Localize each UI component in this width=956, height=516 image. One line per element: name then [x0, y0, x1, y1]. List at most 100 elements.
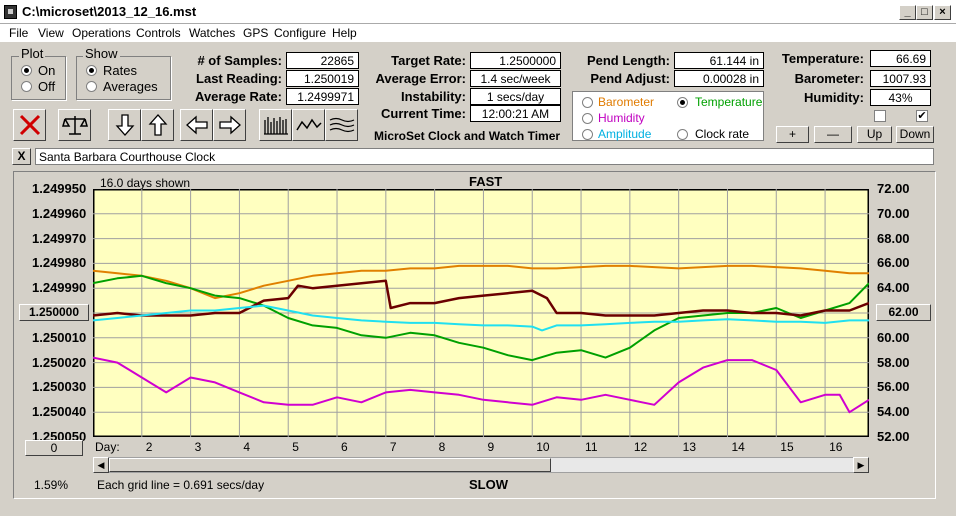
multiwave-button[interactable]: [325, 109, 358, 141]
barometer-value: 1007.93: [870, 70, 931, 87]
y-tick-label-right: 52.00: [877, 429, 910, 444]
instability-value: 1 secs/day: [470, 88, 561, 105]
menu-gps[interactable]: GPS: [243, 26, 269, 40]
y-tick-label-left: 1.250040: [32, 404, 87, 420]
center-rate-button[interactable]: 1.250000: [19, 304, 89, 321]
plot-off-radio[interactable]: [21, 81, 32, 92]
arrow-right-icon: [218, 115, 241, 135]
minimize-button[interactable]: _: [899, 5, 916, 20]
maximize-button[interactable]: □: [916, 5, 933, 20]
y-tick-label-left: 1.250030: [32, 379, 87, 395]
plot-on-label: On: [38, 63, 56, 78]
menu-operations[interactable]: Operations: [72, 26, 131, 40]
barometer-radio[interactable]: [582, 97, 593, 108]
clock-rate-radio[interactable]: [677, 129, 688, 140]
menu-file[interactable]: File: [9, 26, 29, 40]
y-tick-label-right: 54.00: [877, 404, 910, 420]
x-tick-label: 3: [194, 440, 202, 454]
y-tick-label-left: 1.249980: [32, 255, 87, 271]
slow-label: SLOW: [469, 477, 508, 492]
clear-clock-name-button[interactable]: X: [12, 148, 31, 165]
arrow-down-icon: [115, 114, 134, 136]
title-bar: C:\microset\2013_12_16.mst _ □ ×: [0, 0, 956, 24]
plot-off-label: Off: [38, 79, 56, 94]
window-title: C:\microset\2013_12_16.mst: [22, 4, 197, 19]
up-button[interactable]: Up: [857, 126, 892, 143]
app-icon: [4, 5, 17, 19]
pend-length-label: Pend Length:: [586, 53, 670, 68]
menu-view[interactable]: View: [38, 26, 64, 40]
chart-panel: [13, 171, 936, 499]
checkbox-1[interactable]: [874, 110, 886, 122]
arrow-left-icon: [185, 115, 208, 135]
last-reading-label: Last Reading:: [196, 71, 282, 86]
show-averages-radio[interactable]: [86, 81, 97, 92]
samples-label: # of Samples:: [197, 53, 282, 68]
x-tick-label: 5: [292, 440, 299, 454]
series-humidity: [93, 356, 869, 414]
down-button[interactable]: Down: [896, 126, 934, 143]
x-tick-label: 14: [731, 440, 745, 454]
x-axis-prefix: Day:: [95, 440, 120, 454]
show-rates-label: Rates: [103, 63, 137, 78]
wave-icon: [295, 118, 322, 131]
balance-button[interactable]: [58, 109, 91, 141]
scroll-left-arrow-icon[interactable]: ◀: [93, 457, 109, 473]
amplitude-option-label: Amplitude: [598, 127, 652, 141]
arrow-up-button[interactable]: [141, 109, 174, 141]
last-reading-value: 1.250019: [286, 70, 359, 87]
checkbox-2[interactable]: ✔: [916, 110, 928, 122]
arrow-left-button[interactable]: [180, 109, 213, 141]
humidity-radio[interactable]: [582, 113, 593, 124]
menu-controls[interactable]: Controls: [136, 26, 181, 40]
arrow-right-button[interactable]: [213, 109, 246, 141]
y-tick-label-right: 64.00: [877, 280, 910, 296]
x-tick-label: 16: [829, 440, 843, 454]
scroll-right-arrow-icon[interactable]: ▶: [853, 457, 869, 473]
humidity-option-label: Humidity: [598, 111, 645, 125]
days-shown: 16.0 days shown: [100, 176, 191, 190]
series-amplitude: [93, 304, 869, 332]
menu-watches[interactable]: Watches: [189, 26, 236, 40]
samples-value: 22865: [286, 52, 359, 69]
plus-button[interactable]: +: [776, 126, 809, 143]
barometer-option-label: Barometer: [598, 95, 655, 109]
offset-button[interactable]: 0: [25, 440, 83, 456]
target-rate-value[interactable]: 1.2500000: [470, 52, 561, 69]
clock-rate-option-label: Clock rate: [695, 127, 750, 141]
arrow-down-button[interactable]: [108, 109, 141, 141]
y-tick-label-left: 1.249990: [32, 280, 87, 296]
series-clock-rate: [93, 279, 869, 317]
y-tick-label-left: 1.250010: [32, 329, 87, 345]
y-tick-label-right: 70.00: [877, 205, 910, 221]
close-button[interactable]: ×: [934, 5, 951, 20]
fast-label: FAST: [469, 174, 503, 189]
temperature-option-label: Temperature: [695, 95, 763, 109]
y-tick-label-left: 1.249950: [32, 181, 87, 196]
bars-button[interactable]: [259, 109, 292, 141]
pend-length-value: 61.144 in: [674, 52, 764, 69]
x-tick-label: 10: [536, 440, 550, 454]
center-temperature-button[interactable]: 62.00: [876, 304, 931, 321]
minus-button[interactable]: —: [814, 126, 852, 143]
menu-bar: File View Operations Controls Watches GP…: [0, 24, 956, 42]
wave-button[interactable]: [292, 109, 325, 141]
temperature-radio[interactable]: [677, 97, 688, 108]
x-tick-label: 11: [585, 440, 598, 454]
scroll-thumb[interactable]: [109, 458, 551, 472]
show-averages-label: Averages: [103, 79, 158, 94]
plot-on-radio[interactable]: [21, 65, 32, 76]
clock-name-field[interactable]: Santa Barbara Courthouse Clock: [35, 148, 934, 165]
menu-help[interactable]: Help: [332, 26, 357, 40]
menu-configure[interactable]: Configure: [274, 26, 327, 40]
clear-icon: [19, 114, 40, 136]
clear-button[interactable]: [13, 109, 46, 141]
y-tick-label-right: 68.00: [877, 230, 910, 246]
show-rates-radio[interactable]: [86, 65, 97, 76]
pend-adjust-label: Pend Adjust:: [590, 71, 670, 86]
y-tick-label-left: 1.250020: [32, 354, 87, 370]
amplitude-radio[interactable]: [582, 129, 593, 140]
y-tick-label-right: 66.00: [877, 255, 910, 271]
y-tick-label-right: 56.00: [877, 379, 910, 395]
average-error-value: 1.4 sec/week: [470, 70, 561, 87]
